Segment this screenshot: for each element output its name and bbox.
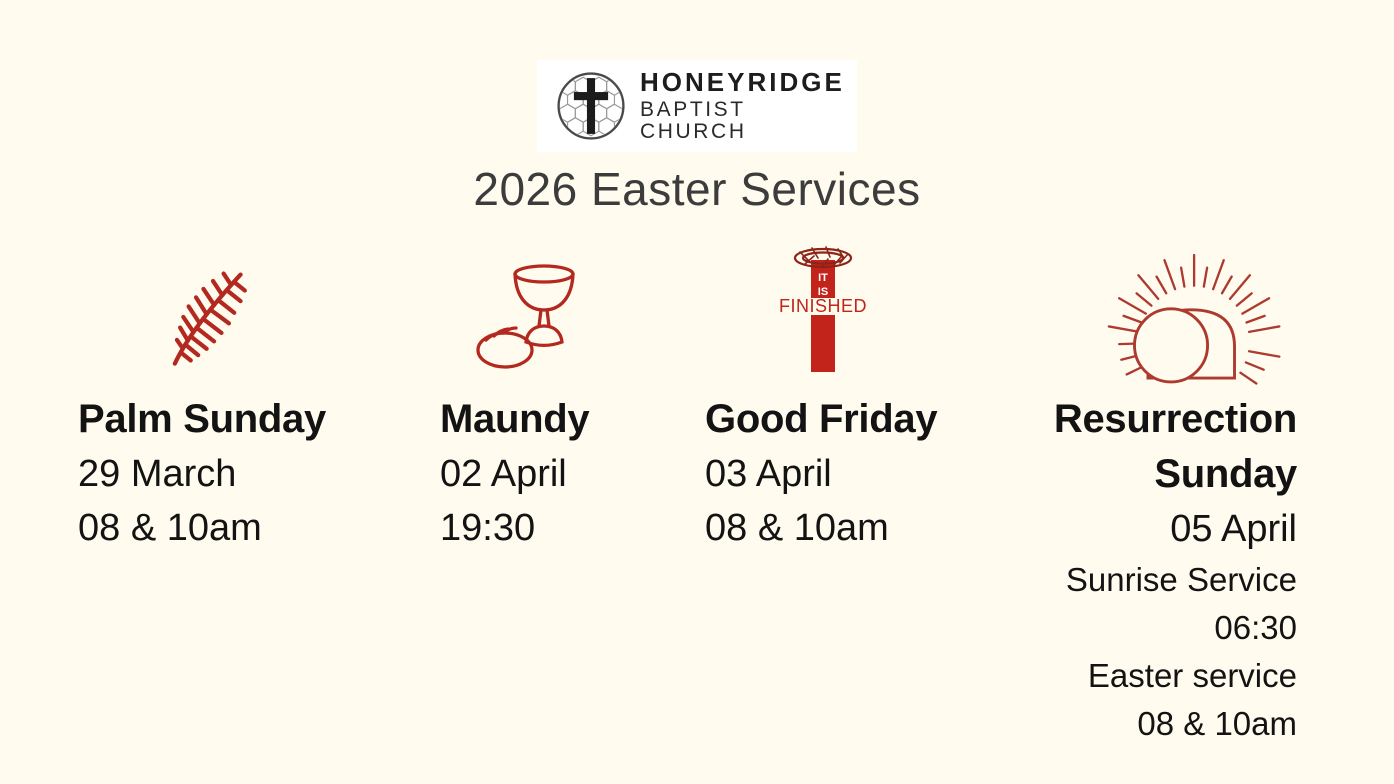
service-time: 19:30 (440, 507, 536, 549)
church-subtitle: BAPTIST CHURCH (640, 98, 747, 144)
service-resurrection-sunday: Resurrection Sunday 05 April Sunrise Ser… (1012, 392, 1297, 748)
service-name: Resurrection Sunday (1053, 397, 1297, 496)
service-subline: 08 & 10am (1137, 705, 1297, 742)
page-title: 2026 Easter Services (473, 163, 921, 215)
service-date: 02 April (440, 453, 567, 495)
service-palm-sunday: Palm Sunday 29 March 08 & 10am (78, 392, 368, 555)
service-name: Good Friday (705, 397, 938, 441)
service-time: 08 & 10am (78, 507, 262, 549)
cross-it-is-finished-icon: IT IS FINISHED (779, 246, 867, 372)
service-subline: Easter service (1087, 657, 1297, 694)
service-subline: Sunrise Service (1065, 561, 1297, 598)
service-subline: 06:30 (1214, 609, 1297, 646)
palm-branch-icon (172, 271, 247, 366)
service-time: 08 & 10am (705, 507, 889, 549)
church-name: HONEYRIDGE (640, 66, 845, 97)
it-text: IT (818, 272, 828, 284)
service-maundy: Maundy 02 April 19:30 (440, 392, 720, 555)
service-date: 05 April (1170, 508, 1297, 550)
church-logo: HONEYRIDGE BAPTIST CHURCH (537, 60, 857, 152)
communion-chalice-bread-icon (476, 264, 575, 369)
honeycomb-cross-icon (557, 72, 625, 140)
service-date: 29 March (78, 453, 237, 495)
finished-text: FINISHED (779, 296, 867, 316)
service-name: Palm Sunday (78, 397, 326, 441)
service-date: 03 April (705, 453, 832, 495)
cross-icon (573, 78, 609, 134)
service-name: Maundy (440, 397, 590, 441)
is-text: IS (818, 286, 828, 298)
service-good-friday: Good Friday 03 April 08 & 10am (705, 392, 985, 555)
crown-of-thorns-icon (793, 246, 853, 269)
empty-tomb-sunrise-icon (1107, 253, 1281, 385)
